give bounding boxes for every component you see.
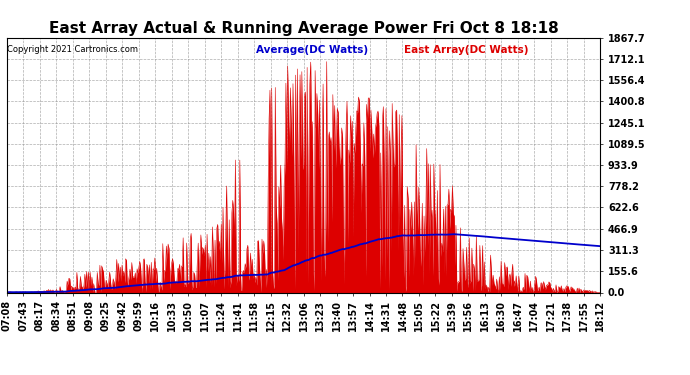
Text: Average(DC Watts): Average(DC Watts) — [256, 45, 368, 55]
Text: East Array(DC Watts): East Array(DC Watts) — [404, 45, 529, 55]
Text: Copyright 2021 Cartronics.com: Copyright 2021 Cartronics.com — [8, 45, 139, 54]
Title: East Array Actual & Running Average Power Fri Oct 8 18:18: East Array Actual & Running Average Powe… — [49, 21, 558, 36]
